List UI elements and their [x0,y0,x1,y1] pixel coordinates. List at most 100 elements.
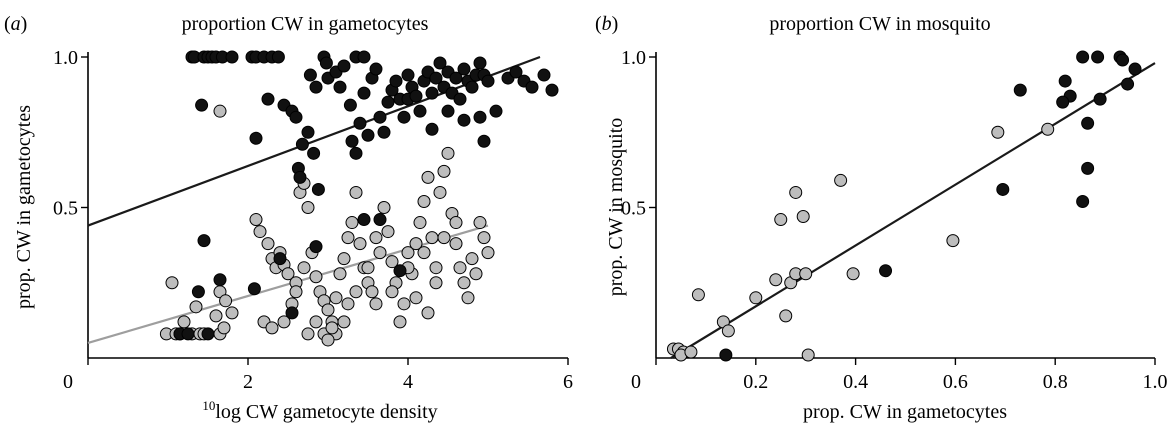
panel-a-point-grey [289,285,303,299]
panel-a-xlabel-sup: 10 [202,398,215,413]
panel-b-point-black [1056,95,1070,109]
panel-b-point-black [719,348,733,362]
panel-b-point-grey [801,348,815,362]
panel-a-point-grey [309,270,323,284]
panel-b-point-black [1128,62,1142,76]
panel-a-point-black [357,50,371,64]
panel-a-point-grey [277,315,291,329]
panel-b-x-tick-label: 0.8 [1043,371,1068,393]
panel-b-open-paren: ( [595,13,602,35]
panel-b-point-grey [749,291,763,305]
panel-a-point-black [361,128,375,142]
panel-b-point-black [1093,92,1107,106]
panel-a-point-grey [477,231,491,245]
panel-a-point-black [429,71,443,85]
panel-a-point-grey [457,276,471,290]
panel-b: (b) proportion CW in mosquito prop. CW i… [595,13,1168,423]
panel-a-point-grey [209,309,223,323]
panel-a-point-grey [213,104,227,118]
panel-a-point-black [249,131,263,145]
panel-a-point-grey [309,315,323,329]
panel-a-point-grey [429,261,443,275]
panel-a-point-black [261,92,275,106]
panel-a-point-grey [461,291,475,305]
panel-a-point-black [213,273,227,287]
panel-a-point-black [449,71,463,85]
panel-a-point-black [377,125,391,139]
panel-a-point-grey [225,306,239,320]
panel-a-point-grey [297,261,311,275]
panel-b-point-grey [691,288,705,302]
panel-a-point-grey [253,225,267,239]
panel-b-point-black [1081,116,1095,130]
panel-b-point-grey [769,273,783,287]
panel-a-title: proportion CW in gametocytes [182,13,429,35]
panel-b-label: (b) [595,13,618,35]
panel-b-point-grey [834,173,848,187]
panel-a-point-grey [385,285,399,299]
panel-a-point-black [353,116,367,130]
panel-a-point-black [307,146,321,160]
panel-a-xlabel: 10log CW gametocyte density [202,398,437,423]
panel-a-point-grey [345,216,359,230]
panel-b-y-tick-label: 1.0 [621,47,646,69]
panel-a-point-black [413,104,427,118]
panel-a-point-grey [409,291,423,305]
panel-b-point-black [879,264,893,278]
panel-a-point-grey [301,327,315,341]
panel-b-point-grey [799,267,813,281]
panel-b-x-tick-label: 0 [631,371,641,393]
panel-a-point-black [425,122,439,136]
panel-a-point-black [289,110,303,124]
panel-a-point-black [381,95,395,109]
panel-a-open-paren: ( [4,13,11,35]
panel-a-point-grey [349,185,363,199]
panel-a-point-grey [421,306,435,320]
panel-a-point-black [409,89,423,103]
panel-a-point-black [425,86,439,100]
panel-a-point-black [197,234,211,248]
panel-a-point-black [525,80,539,94]
panel-a-point-grey [217,321,231,335]
panel-b-close-paren: ) [612,13,619,35]
panel-b-x-tick-label: 0.4 [843,371,868,393]
panel-b-x-tick-label: 0.2 [743,371,768,393]
panel-a-label: (a) [4,13,27,35]
panel-a-point-grey [321,303,335,317]
panel-a-point-grey [449,216,463,230]
panel-b-title: proportion CW in mosquito [769,13,990,35]
panel-a-point-black [285,306,299,320]
panel-b-xlabel: prop. CW in gametocytes [803,401,1007,423]
panel-a-point-grey [373,246,387,260]
panel-a-point-grey [385,255,399,269]
panel-b-point-grey [796,210,810,224]
panel-b-point-grey [721,324,735,338]
panel-a-point-grey [177,315,191,329]
panel-a-point-black [293,170,307,184]
panel-b-point-grey [846,267,860,281]
panel-a-point-black [271,50,285,64]
panel-a-point-black [349,146,363,160]
panel-a-x-tick-label: 6 [563,371,573,393]
panel-a-point-grey [397,297,411,311]
panel-a-point-black [357,86,371,100]
panel-a-point-grey [325,321,339,335]
panel-a-point-black [181,327,195,341]
panel-a-point-black [343,98,357,112]
panel-a-point-grey [337,252,351,266]
panel-a-point-black [273,252,287,266]
panel-a-y-tick-label: 1.0 [53,47,78,69]
panel-a-point-grey [189,300,203,314]
panel-a-point-black [481,74,495,88]
panel-a-point-grey [369,231,383,245]
panel-a-point-grey [421,170,435,184]
panel-a-point-grey [481,246,495,260]
panel-a-point-black [345,134,359,148]
panel-a-point-black [477,134,491,148]
panel-a-point-black [309,240,323,254]
panel-a-point-black [453,92,467,106]
panel-a-point-black [295,137,309,151]
panel-a-point-black [195,98,209,112]
panel-a-point-black [201,327,215,341]
panel-a-point-grey [261,237,275,251]
